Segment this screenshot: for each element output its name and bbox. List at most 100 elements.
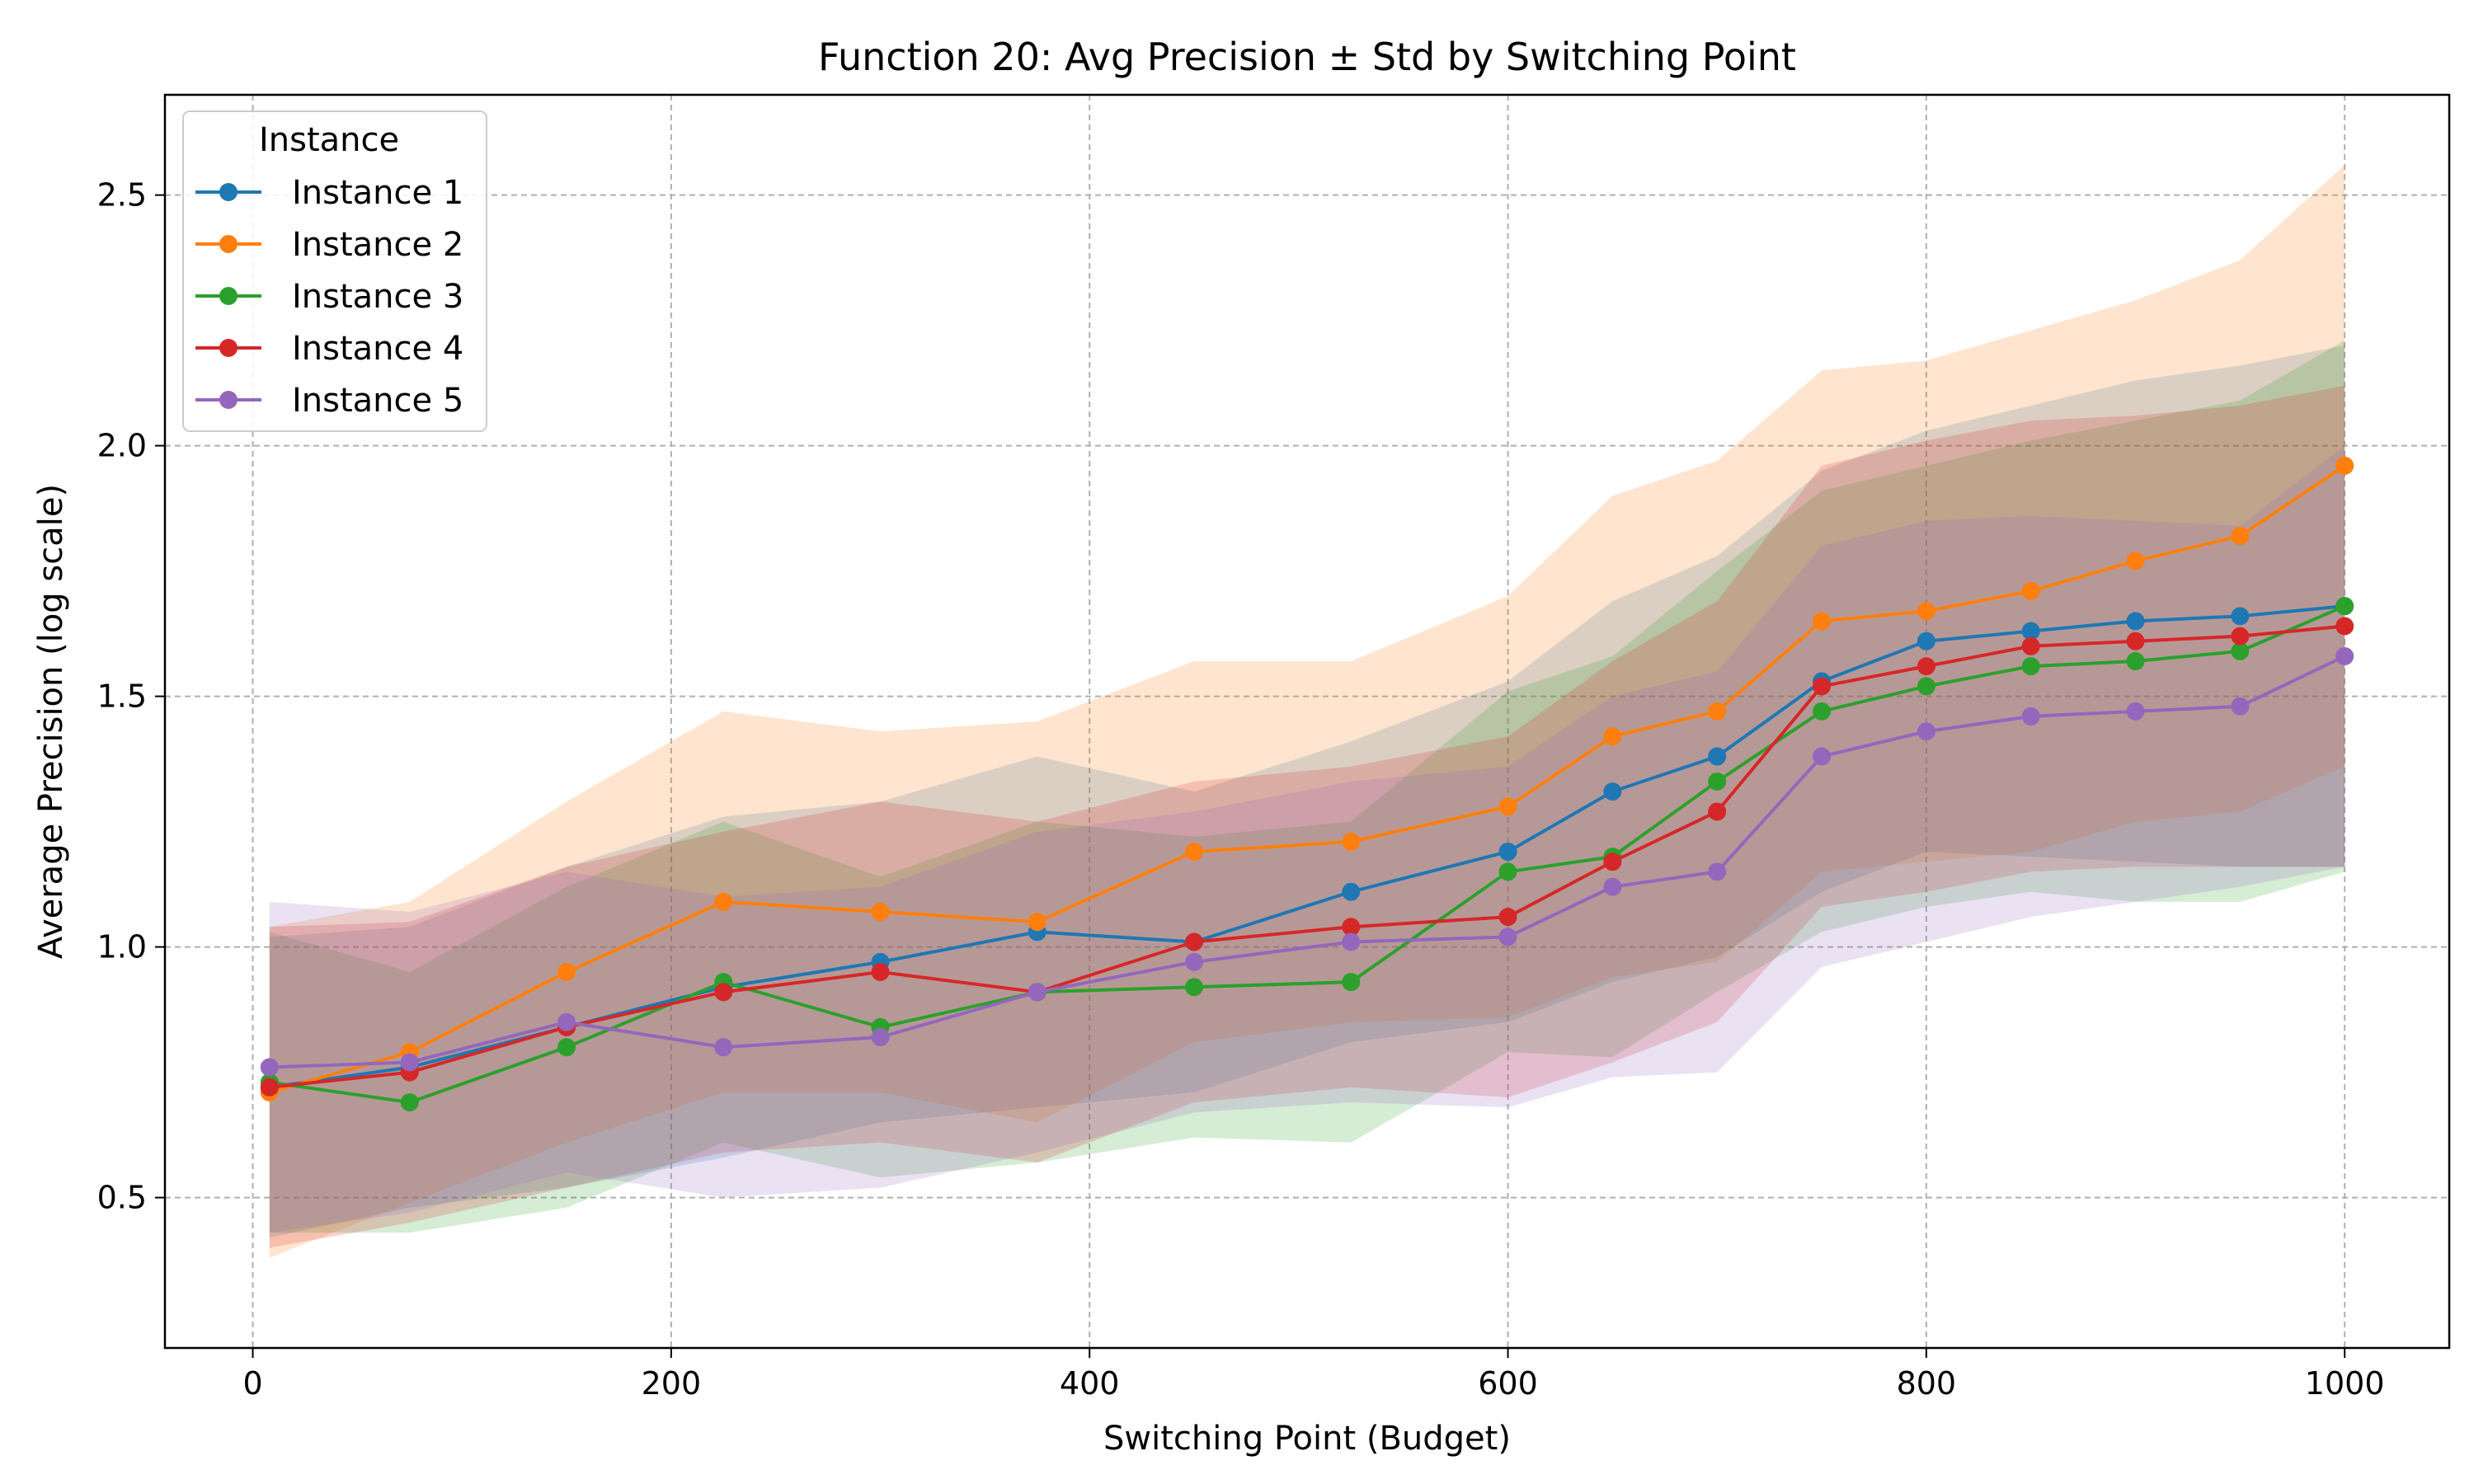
- legend-item-instance-1: Instance 1: [195, 174, 463, 212]
- data-point: [1603, 727, 1622, 746]
- x-tick-label: 400: [1060, 1365, 1120, 1402]
- data-point: [871, 1028, 890, 1047]
- data-point: [1342, 882, 1361, 901]
- data-point: [1498, 862, 1517, 881]
- x-tick-label: 1000: [2305, 1365, 2385, 1402]
- data-point: [1917, 722, 1935, 741]
- std-band-instance-1: [269, 345, 2345, 1238]
- data-point: [1185, 843, 1204, 862]
- data-point: [2126, 702, 2145, 721]
- y-tick-label: 0.5: [97, 1180, 147, 1216]
- std-band-instance-3: [269, 340, 2345, 1233]
- data-point: [2021, 581, 2040, 600]
- data-point: [1498, 928, 1517, 946]
- data-point: [400, 1093, 419, 1112]
- y-tick-label: 2.5: [97, 177, 147, 214]
- series-instance-2: [260, 456, 2354, 1101]
- series-instance-5: [260, 646, 2354, 1077]
- data-point: [2335, 646, 2354, 665]
- data-point: [1342, 832, 1361, 851]
- data-point: [871, 963, 890, 981]
- data-point: [714, 1038, 733, 1057]
- data-point: [2231, 697, 2250, 716]
- data-point: [1917, 632, 1935, 650]
- data-point: [260, 1078, 279, 1097]
- legend-label: Instance 3: [292, 278, 463, 316]
- data-point: [2126, 552, 2145, 571]
- data-point: [2126, 652, 2145, 671]
- data-point: [1342, 932, 1361, 951]
- data-point: [1708, 747, 1727, 766]
- data-point: [1603, 782, 1622, 801]
- data-point: [1185, 978, 1204, 997]
- std-band-instance-4: [269, 385, 2345, 1248]
- data-point: [400, 1053, 419, 1072]
- y-axis-label: Average Precision (log scale): [32, 484, 70, 959]
- data-point: [2335, 456, 2354, 475]
- data-point: [2126, 632, 2145, 650]
- data-point: [2021, 636, 2040, 655]
- legend: Instance Instance 1 Instance 2 Instance 3 In…: [182, 110, 487, 432]
- data-point: [1342, 973, 1361, 992]
- legend-item-instance-2: Instance 2: [195, 226, 463, 264]
- legend-swatch-marker: [219, 235, 238, 253]
- data-point: [1813, 612, 1832, 631]
- data-point: [2231, 527, 2250, 546]
- data-point: [1498, 908, 1517, 927]
- data-point: [2335, 617, 2354, 636]
- data-point: [1603, 852, 1622, 871]
- data-point: [557, 1038, 576, 1057]
- data-point: [1708, 702, 1727, 721]
- y-tick-label: 1.5: [97, 679, 147, 715]
- data-point: [1498, 843, 1517, 862]
- data-point: [1708, 772, 1727, 791]
- legend-label: Instance 2: [292, 226, 463, 264]
- data-point: [2231, 627, 2250, 646]
- std-band-instance-5: [269, 445, 2345, 1233]
- axis-ticks: 0 200 400 600 800 1000 0.5 1.0 1.5 2.0 2.5: [97, 177, 2385, 1402]
- data-point: [2021, 622, 2040, 641]
- data-point: [2021, 707, 2040, 726]
- data-point: [557, 1012, 576, 1031]
- legend-swatch-marker: [219, 287, 238, 305]
- x-tick-label: 0: [242, 1365, 262, 1402]
- data-point: [2231, 607, 2250, 626]
- x-tick-label: 600: [1478, 1365, 1538, 1402]
- data-point: [1603, 877, 1622, 896]
- legend-item-instance-5: Instance 5: [195, 382, 463, 420]
- data-point: [1813, 747, 1832, 766]
- legend-swatch-marker: [219, 183, 238, 201]
- data-point: [1342, 918, 1361, 937]
- legend-title: Instance: [259, 121, 399, 159]
- legend-swatch-marker: [219, 391, 238, 409]
- y-tick-label: 1.0: [97, 929, 147, 965]
- data-point: [1028, 983, 1047, 1002]
- data-point: [2335, 597, 2354, 616]
- chart-title: Function 20: Avg Precision ± Std by Swit…: [818, 35, 1796, 79]
- data-point: [1813, 677, 1832, 696]
- data-point: [1185, 952, 1204, 971]
- data-point: [1917, 602, 1935, 621]
- series-lines: [260, 456, 2354, 1112]
- data-point: [714, 983, 733, 1002]
- legend-label: Instance 5: [292, 382, 463, 420]
- data-point: [1708, 862, 1727, 881]
- plot-frame: [163, 93, 2451, 1350]
- y-tick-label: 2.0: [97, 428, 147, 464]
- series-instance-4: [260, 617, 2354, 1097]
- data-point: [1028, 913, 1047, 932]
- data-point: [1917, 657, 1935, 676]
- data-point: [2126, 612, 2145, 631]
- legend-item-instance-4: Instance 4: [195, 330, 463, 368]
- legend-label: Instance 4: [292, 330, 463, 368]
- data-point: [2231, 641, 2250, 660]
- data-point: [1708, 802, 1727, 821]
- data-point: [1813, 702, 1832, 721]
- x-axis-label: Switching Point (Budget): [1103, 1420, 1511, 1458]
- x-tick-label: 200: [642, 1365, 702, 1402]
- legend-label: Instance 1: [292, 174, 463, 212]
- data-point: [557, 963, 576, 981]
- data-point: [714, 892, 733, 911]
- x-tick-label: 800: [1897, 1365, 1957, 1402]
